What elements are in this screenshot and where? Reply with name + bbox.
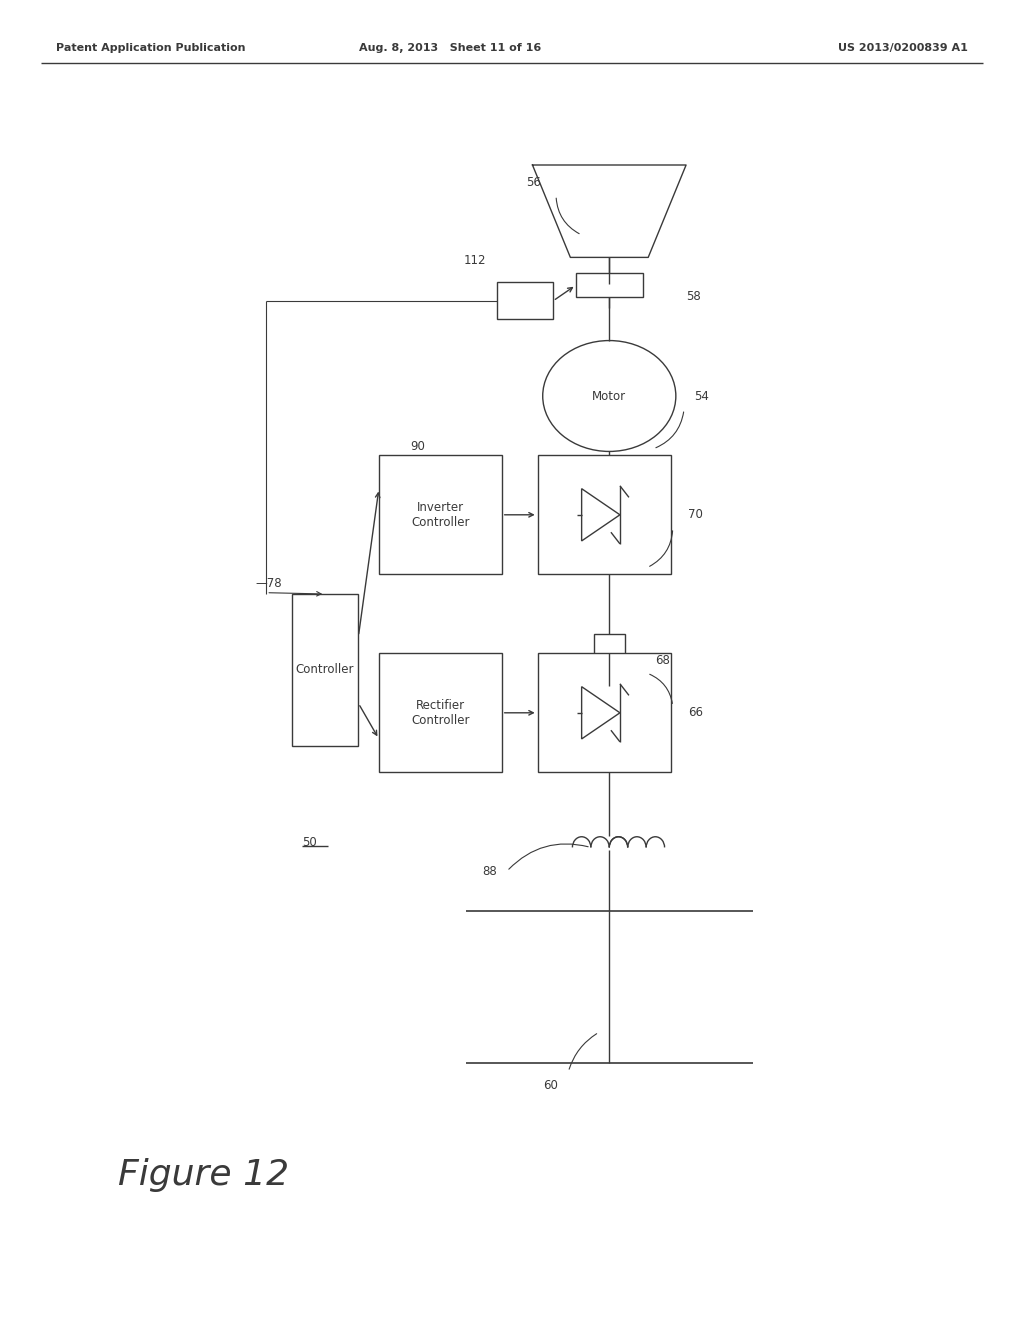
Text: Rectifier
Controller: Rectifier Controller [411, 698, 470, 727]
Text: US 2013/0200839 A1: US 2013/0200839 A1 [838, 42, 968, 53]
Text: Controller: Controller [296, 664, 354, 676]
Bar [292, 594, 358, 746]
Ellipse shape [543, 341, 676, 451]
Bar [538, 653, 671, 772]
Text: 112: 112 [464, 253, 486, 267]
Text: —78: —78 [255, 577, 282, 590]
Bar [379, 653, 502, 772]
Text: 60: 60 [543, 1078, 558, 1092]
Bar [497, 282, 553, 319]
Text: 56: 56 [525, 176, 541, 189]
Text: 58: 58 [686, 290, 700, 304]
Bar [538, 455, 671, 574]
Text: 90: 90 [410, 440, 425, 453]
Bar [379, 455, 502, 574]
Text: 88: 88 [482, 865, 497, 878]
Text: 70: 70 [688, 508, 703, 521]
Text: 68: 68 [655, 653, 671, 667]
Text: Aug. 8, 2013   Sheet 11 of 16: Aug. 8, 2013 Sheet 11 of 16 [359, 42, 542, 53]
Text: Inverter
Controller: Inverter Controller [411, 500, 470, 529]
Text: 66: 66 [688, 706, 703, 719]
Text: Figure 12: Figure 12 [118, 1158, 289, 1192]
Text: 54: 54 [694, 389, 710, 403]
Text: Patent Application Publication: Patent Application Publication [56, 42, 246, 53]
Text: Motor: Motor [592, 389, 627, 403]
Bar [575, 273, 643, 297]
Text: 50: 50 [302, 836, 316, 849]
Bar [594, 634, 625, 686]
